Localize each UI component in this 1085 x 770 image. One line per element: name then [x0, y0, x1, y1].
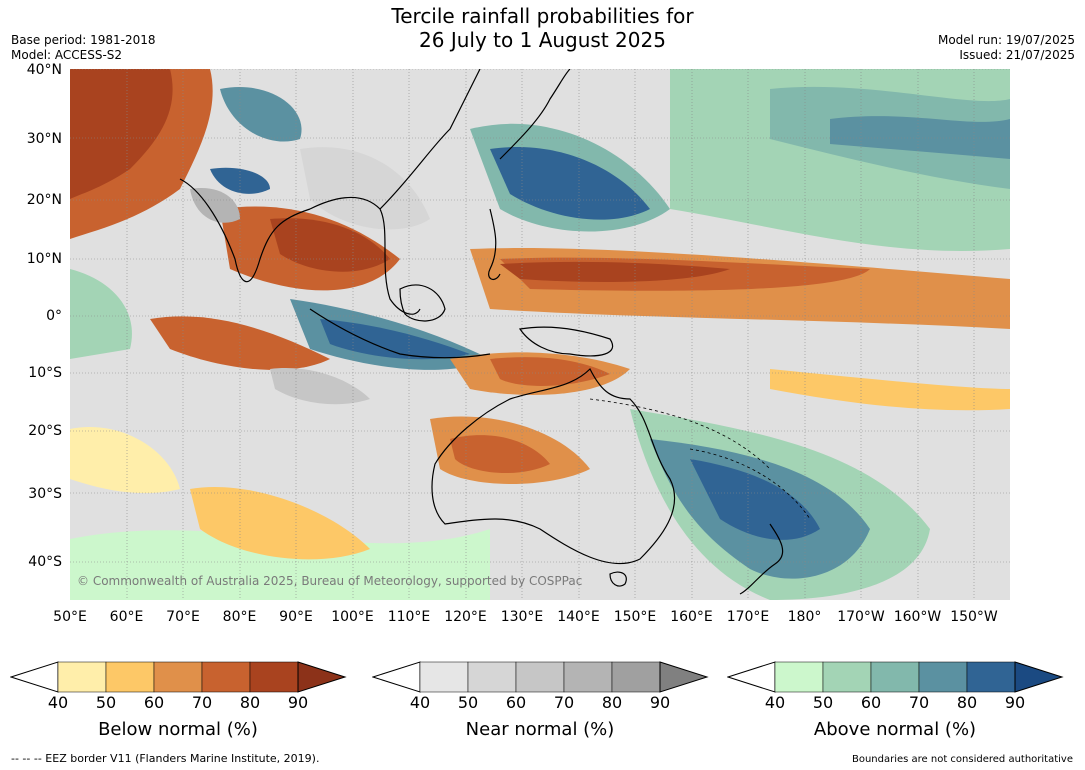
- colorbar: [10, 661, 347, 693]
- longitude-label: 160°E: [670, 609, 713, 625]
- colorbar-label: Below normal (%): [98, 719, 258, 740]
- longitude-label: 80°E: [222, 609, 257, 625]
- map-canvas: [70, 69, 1010, 600]
- colorbar-tick: 90: [649, 693, 671, 712]
- title-line-2: 26 July to 1 August 2025: [419, 28, 666, 52]
- title-line-1: Tercile rainfall probabilities for: [391, 4, 694, 28]
- latitude-label: 40°N: [26, 62, 62, 78]
- colorbar-tick: 40: [47, 693, 69, 712]
- colorbar-tick: 90: [1004, 693, 1026, 712]
- colorbar-extend-high: [1014, 661, 1064, 693]
- longitude-label: 110°E: [387, 609, 431, 625]
- longitude-label: 150°W: [950, 609, 998, 625]
- coastlines: [179, 69, 784, 595]
- latitude-label: 10°S: [28, 365, 62, 381]
- issued-date: Issued: 21/07/2025: [959, 48, 1075, 62]
- longitude-label: 70°E: [166, 609, 200, 625]
- colorbar-tick: 80: [239, 693, 261, 712]
- colorbar-extend-low: [372, 661, 421, 693]
- colorbar-segment: [918, 661, 968, 693]
- latitude-label: 20°N: [26, 192, 62, 208]
- colorbar-segment: [201, 661, 251, 693]
- latitude-label: 10°N: [26, 251, 62, 267]
- base-period: Base period: 1981-2018: [11, 33, 156, 47]
- longitude-label: 130°E: [500, 609, 544, 625]
- colorbar-tick: 90: [287, 693, 309, 712]
- colorbar: [372, 661, 709, 693]
- rainfall-probability-map: [70, 69, 1010, 600]
- colorbar-label: Above normal (%): [813, 719, 977, 740]
- colorbar-tick: 50: [95, 693, 117, 712]
- colorbar-segment: [563, 661, 613, 693]
- colorbar-segment: [57, 661, 107, 693]
- latitude-label: 20°S: [28, 423, 62, 439]
- colorbar-tick: 60: [143, 693, 165, 712]
- longitude-label: 180°: [787, 609, 822, 625]
- colorbar-tick: 50: [457, 693, 479, 712]
- colorbar-tick: 70: [191, 693, 213, 712]
- longitude-label: 170°W: [837, 609, 885, 625]
- meta-right: Model run: 19/07/2025 Issued: 21/07/2025: [938, 33, 1075, 63]
- chart-title: Tercile rainfall probabilities for 26 Ju…: [0, 4, 1085, 52]
- longitude-label: 50°E: [53, 609, 87, 625]
- colorbar-extend-low: [727, 661, 776, 693]
- colorbar-tick: 40: [764, 693, 786, 712]
- colorbar-extend-high: [659, 661, 709, 693]
- longitude-label: 100°E: [331, 609, 374, 625]
- colorbar-segment: [774, 661, 824, 693]
- colorbar-label: Near normal (%): [465, 719, 615, 740]
- colorbar-tick: 40: [409, 693, 431, 712]
- longitude-label: 90°E: [279, 609, 313, 625]
- colorbar-segment: [249, 661, 299, 693]
- longitude-label: 160°W: [893, 609, 942, 625]
- copyright-text: © Commonwealth of Australia 2025, Bureau…: [77, 574, 583, 588]
- longitude-label: 120°E: [444, 609, 487, 625]
- colorbar-extend-high: [297, 661, 347, 693]
- colorbar-segment: [870, 661, 920, 693]
- model-name: Model: ACCESS-S2: [11, 48, 123, 62]
- longitude-label: 150°E: [613, 609, 657, 625]
- meta-left: Base period: 1981-2018 Model: ACCESS-S2: [11, 33, 156, 63]
- colorbar-tick: 70: [908, 693, 930, 712]
- latitude-label: 30°S: [28, 486, 62, 502]
- latitude-label: 0°: [46, 308, 62, 324]
- colorbar-segment: [153, 661, 203, 693]
- longitude-label: 60°E: [109, 609, 144, 625]
- colorbar-segment: [419, 661, 469, 693]
- colorbar-segment: [515, 661, 565, 693]
- colorbar-segment: [105, 661, 155, 693]
- colorbar-tick: 80: [956, 693, 978, 712]
- colorbar-tick: 70: [553, 693, 575, 712]
- colorbar-segment: [611, 661, 661, 693]
- longitude-label: 140°E: [557, 609, 600, 625]
- latitude-label: 40°S: [28, 554, 62, 570]
- colorbar-extend-low: [10, 661, 59, 693]
- colorbar: [727, 661, 1064, 693]
- latitude-label: 30°N: [26, 131, 62, 147]
- model-run: Model run: 19/07/2025: [937, 33, 1075, 47]
- colorbar-segment: [822, 661, 872, 693]
- eez-note: -- -- -- EEZ border V11 (Flanders Marine…: [11, 752, 320, 765]
- colorbar-tick: 60: [860, 693, 882, 712]
- colorbar-tick: 80: [601, 693, 623, 712]
- colorbar-tick: 50: [812, 693, 834, 712]
- longitude-label: 170°E: [726, 609, 770, 625]
- boundaries-note: Boundaries are not considered authoritat…: [851, 754, 1073, 765]
- colorbar-segment: [966, 661, 1016, 693]
- colorbar-tick: 60: [505, 693, 527, 712]
- colorbar-segment: [467, 661, 517, 693]
